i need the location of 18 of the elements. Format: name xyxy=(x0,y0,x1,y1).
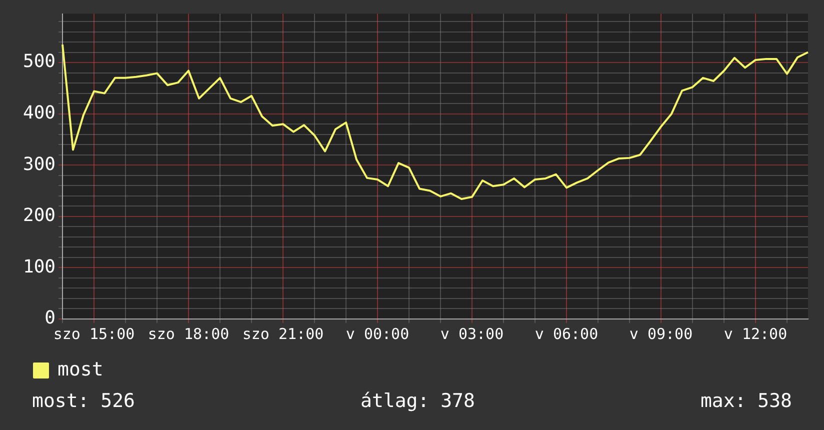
y-tick-label: 100 xyxy=(22,256,56,278)
x-tick-label: szo 15:00 xyxy=(53,324,135,343)
y-tick-label: 0 xyxy=(44,308,56,329)
text: átlag: 378 xyxy=(360,390,475,412)
y-tick-label: 300 xyxy=(22,154,56,175)
x-tick-label: v 09:00 xyxy=(629,324,693,343)
x-tick-label: v 03:00 xyxy=(440,324,504,343)
text: max: 538 xyxy=(700,390,792,412)
text: most: 526 xyxy=(32,390,135,412)
x-tick-label: v 00:00 xyxy=(346,324,410,343)
y-tick-label: 500 xyxy=(22,51,56,72)
y-tick-label: 200 xyxy=(22,205,56,226)
x-tick-label: v 12:00 xyxy=(724,324,788,343)
x-tick-label: szo 21:00 xyxy=(242,324,324,343)
y-tick-label: 400 xyxy=(22,102,56,124)
legend-label: most xyxy=(58,358,104,380)
x-tick-label: v 06:00 xyxy=(534,324,598,343)
x-tick-label: szo 18:00 xyxy=(148,324,230,343)
